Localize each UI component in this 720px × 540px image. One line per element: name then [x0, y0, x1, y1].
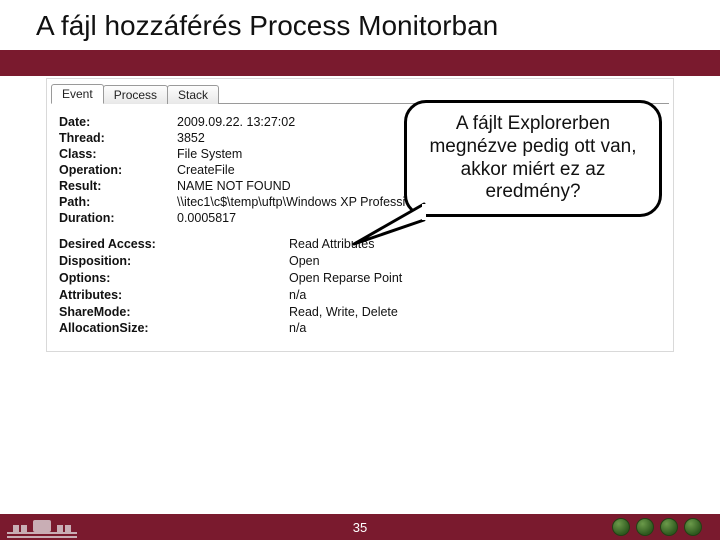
label-duration: Duration:: [59, 211, 177, 225]
label-date: Date:: [59, 115, 177, 129]
value-attributes: n/a: [289, 287, 661, 304]
badge-icon: [660, 518, 678, 536]
value-disposition: Open: [289, 253, 661, 270]
label-disposition: Disposition:: [59, 253, 289, 270]
tab-event[interactable]: Event: [51, 84, 104, 104]
value-sharemode: Read, Write, Delete: [289, 304, 661, 321]
value-options: Open Reparse Point: [289, 270, 661, 287]
page-number: 35: [340, 514, 380, 540]
title-underline: [0, 50, 720, 76]
label-desired-access: Desired Access:: [59, 236, 289, 253]
callout-tail: [354, 202, 424, 244]
tab-process[interactable]: Process: [103, 85, 168, 104]
label-allocationsize: AllocationSize:: [59, 320, 289, 337]
footer-bar: 35: [0, 514, 720, 540]
label-attributes: Attributes:: [59, 287, 289, 304]
badge-icon: [684, 518, 702, 536]
label-class: Class:: [59, 147, 177, 161]
page-title: A fájl hozzáférés Process Monitorban: [0, 0, 720, 50]
badge-icon: [636, 518, 654, 536]
label-thread: Thread:: [59, 131, 177, 145]
tab-stack[interactable]: Stack: [167, 85, 219, 104]
value-desired-access: Read Attributes: [289, 236, 661, 253]
label-result: Result:: [59, 179, 177, 193]
badge-icon: [612, 518, 630, 536]
value-allocationsize: n/a: [289, 320, 661, 337]
label-path: Path:: [59, 195, 177, 209]
label-operation: Operation:: [59, 163, 177, 177]
label-options: Options:: [59, 270, 289, 287]
footer-badges: [612, 518, 702, 536]
callout-bubble: A fájlt Explorerben megnézve pedig ott v…: [404, 100, 662, 217]
logo-building-icon: [0, 514, 84, 540]
label-sharemode: ShareMode:: [59, 304, 289, 321]
